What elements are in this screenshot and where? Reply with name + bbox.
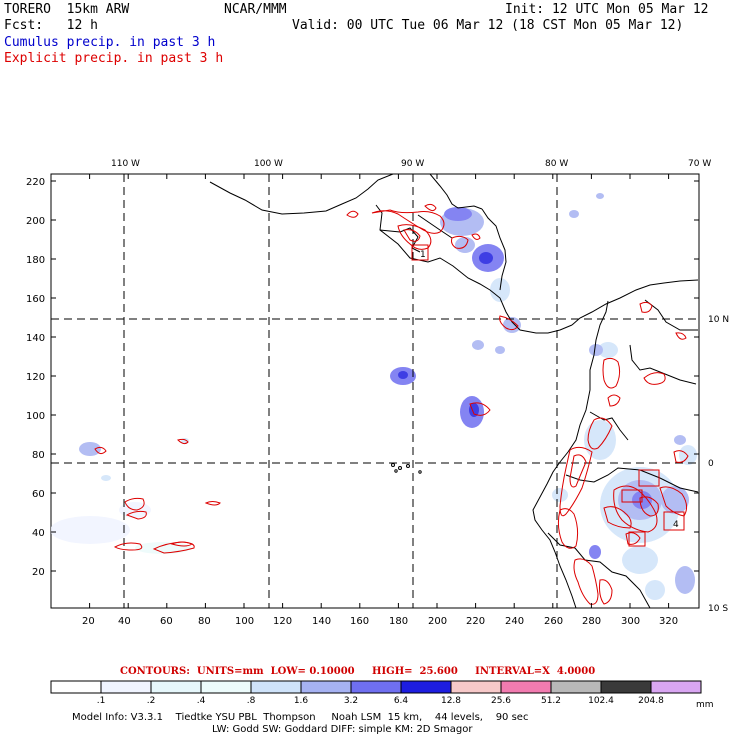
bottom-tick-240: 240 [505,616,524,627]
lat-label-10s: 10 S [708,604,728,614]
center-title: NCAR/MMM [224,2,287,17]
colorbar-swatch [250,680,302,694]
lat-label-0: 0 [708,459,714,469]
colorbar-label: .2 [147,696,156,706]
colorbar-swatch [650,680,702,694]
colorbar-label: 204.8 [638,696,664,706]
bottom-tick-220: 220 [466,616,485,627]
left-tick-80: 80 [32,450,45,461]
right-latitude-labels: 10 N 0 10 S [708,315,729,614]
colorbar-label: 6.4 [394,696,409,706]
init-time: Init: 12 UTC Mon 05 Mar 12 [505,2,709,17]
lon-label-70w: 70 W [688,159,711,169]
model-info-line1: Model Info: V3.3.1 Tiedtke YSU PBL Thomp… [72,712,529,723]
colorbar-swatch [100,680,152,694]
box-marker-4: 4 [673,520,679,530]
lon-label-100w: 100 W [254,159,283,169]
left-tick-100: 100 [26,411,45,422]
bottom-tick-40: 40 [118,616,131,627]
left-tick-60: 60 [32,489,45,500]
colorbar: .1 .2 .4 .8 1.6 3.2 6.4 12.8 25.6 51.2 102.4 204.8 [50,680,702,706]
model-title: TORERO 15km ARW [4,2,130,17]
top-longitude-labels: 110 W 100 W 90 W 80 W 70 W [111,159,711,169]
bottom-tick-300: 300 [621,616,640,627]
bottom-tick-200: 200 [428,616,447,627]
colorbar-label: 12.8 [441,696,461,706]
valid-time: Valid: 00 UTC Tue 06 Mar 12 (18 CST Mon … [292,18,684,33]
bottom-tick-20: 20 [82,616,95,627]
bottom-tick-180: 180 [389,616,408,627]
bottom-tick-260: 260 [544,616,563,627]
colorbar-label: .4 [197,696,206,706]
left-tick-140: 140 [26,333,45,344]
station-boxes [411,244,685,547]
bottom-tick-80: 80 [198,616,211,627]
colorbar-swatch [350,680,402,694]
left-tick-20: 20 [32,567,45,578]
colorbar-label: 1.6 [294,696,309,706]
colorbar-swatch [400,680,452,694]
bottom-axis: 20 40 60 80 100 120 140 160 180 200 220 … [82,616,678,627]
colorbar-unit: mm [696,700,714,710]
colorbar-label: .8 [247,696,256,706]
bottom-tick-160: 160 [350,616,369,627]
left-tick-120: 120 [26,372,45,383]
colorbar-swatch [550,680,602,694]
bottom-tick-140: 140 [312,616,331,627]
colorbar-swatch [300,680,352,694]
colorbar-label: 51.2 [541,696,561,706]
bottom-tick-60: 60 [160,616,173,627]
cumulus-legend: Cumulus precip. in past 3 h [4,35,216,50]
left-tick-180: 180 [26,255,45,266]
contours-info: CONTOURS: UNITS=mm LOW= 0.10000 HIGH= 25… [120,666,596,677]
model-info-line2: LW: Godd SW: Goddard DIFF: simple KM: 2D… [212,724,473,735]
bottom-tick-280: 280 [582,616,601,627]
colorbar-swatch [150,680,202,694]
lon-label-90w: 90 W [401,159,424,169]
bottom-tick-320: 320 [659,616,678,627]
forecast-hour: Fcst: 12 h [4,18,98,33]
colorbar-label: 25.6 [491,696,511,706]
colorbar-swatch [600,680,652,694]
explicit-precip [94,203,689,605]
colorbar-swatch [50,680,102,694]
left-tick-200: 200 [26,216,45,227]
bottom-tick-100: 100 [235,616,254,627]
colorbar-swatch [450,680,502,694]
lon-label-80w: 80 W [545,159,568,169]
colorbar-label: 102.4 [588,696,614,706]
colorbar-label: .1 [97,696,106,706]
axis-ticks [50,174,699,608]
left-axis: 220 200 180 160 140 120 100 80 60 40 20 [26,177,45,578]
box-marker-1: 1 [420,250,426,260]
left-tick-220: 220 [26,177,45,188]
explicit-legend: Explicit precip. in past 3 h [4,51,224,66]
left-tick-160: 160 [26,294,45,305]
lon-label-110w: 110 W [111,159,140,169]
map-content: 1 4 [51,174,699,608]
bottom-tick-120: 120 [273,616,292,627]
colorbar-swatch [200,680,252,694]
colorbar-swatch [500,680,552,694]
colorbar-label: 3.2 [344,696,358,706]
lat-label-10n: 10 N [708,315,729,325]
left-tick-40: 40 [32,528,45,539]
map-frame [50,173,700,609]
